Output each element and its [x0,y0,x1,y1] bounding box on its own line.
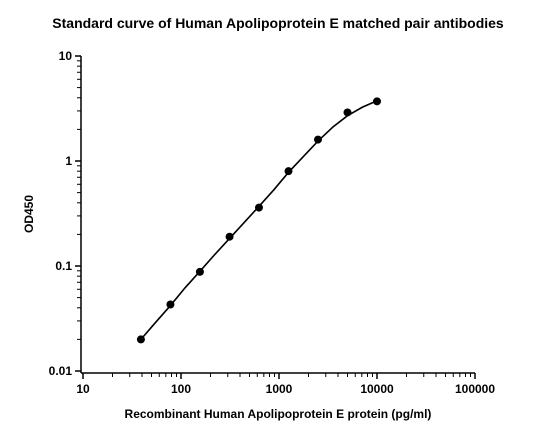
data-point [195,267,204,276]
axes: 10 100 1000 10000 100000 0.01 0.1 1 10 [49,49,496,396]
y-tick-label: 1 [65,154,72,168]
data-point [343,108,352,117]
x-tick-label: 100 [171,382,191,396]
x-tick-label: 10 [76,382,90,396]
data-points [136,97,381,344]
data-point [313,135,322,144]
data-point [284,167,293,176]
data-point [254,203,263,212]
data-point [373,97,381,106]
data-point [166,300,175,309]
y-tick-label: 10 [59,49,73,63]
x-tick-label: 10000 [360,382,394,396]
x-axis-label: Recombinant Human Apolipoprotein E prote… [125,407,432,421]
fit-curve [140,99,378,340]
x-tick-label: 1000 [266,382,293,396]
chart-title: Standard curve of Human Apolipoprotein E… [52,15,504,31]
data-point [225,232,234,241]
y-axis-label: OD450 [22,195,36,233]
data-point [136,335,145,344]
x-tick-label: 100000 [455,382,495,396]
y-tick-label: 0.1 [55,259,72,273]
y-tick-label: 0.01 [49,364,73,378]
